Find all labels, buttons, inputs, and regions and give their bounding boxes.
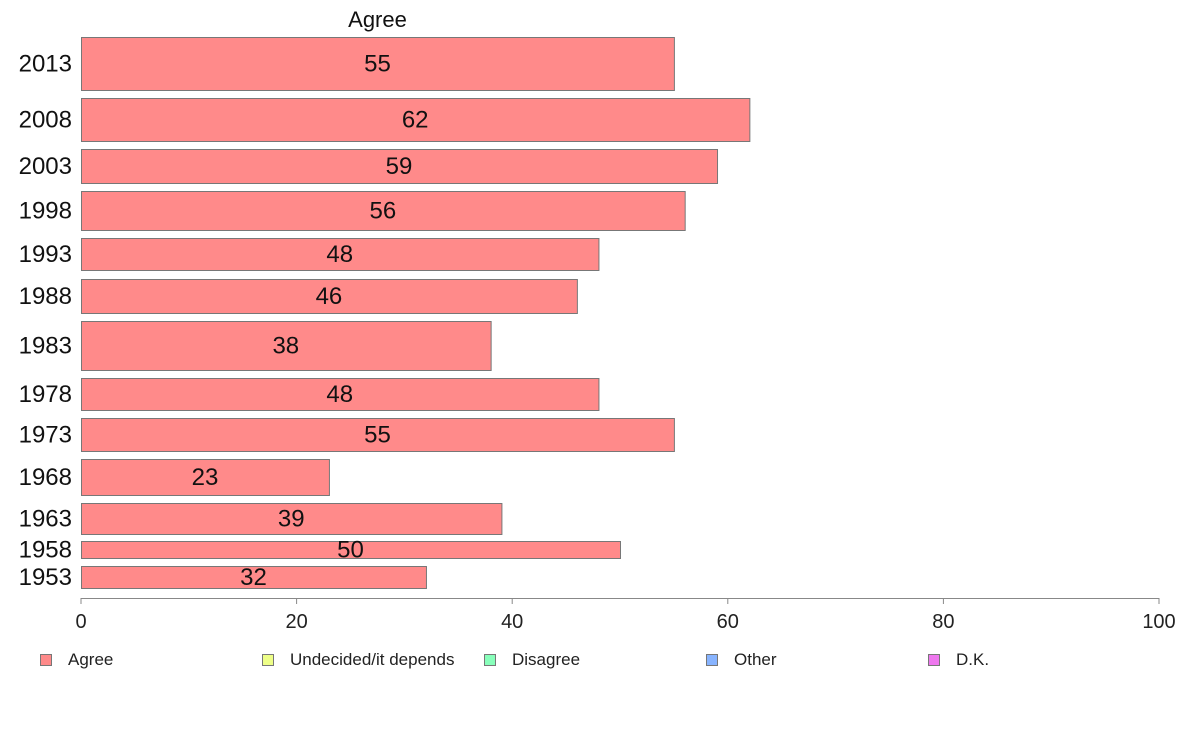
legend-item-undecided: Undecided/it depends bbox=[262, 650, 454, 670]
bar-chart: 55 2013 62 2008 59 2003 56 1998 48 1993 46 1988 38 19… bbox=[19, 37, 1176, 633]
chart-title: Agree bbox=[348, 7, 407, 32]
bar-2013 bbox=[81, 37, 675, 91]
data-label-1973: 55 bbox=[364, 422, 391, 449]
legend-label-agree: Agree bbox=[68, 650, 114, 669]
bar-1993 bbox=[81, 238, 600, 271]
data-label-1978: 48 bbox=[326, 381, 353, 408]
legend-label-dk: D.K. bbox=[956, 650, 990, 669]
category-label-1993: 1993 bbox=[19, 241, 72, 268]
data-label-1953: 32 bbox=[240, 564, 267, 591]
category-label-1963: 1963 bbox=[19, 506, 72, 533]
data-label-2008: 62 bbox=[402, 107, 429, 134]
bar-1968 bbox=[81, 459, 330, 496]
category-label-1953: 1953 bbox=[19, 564, 72, 591]
bar-1958 bbox=[81, 541, 621, 559]
bar-1988 bbox=[81, 279, 578, 314]
legend-item-agree: Agree bbox=[40, 650, 113, 670]
data-label-1983: 38 bbox=[272, 333, 299, 360]
category-label-1983: 1983 bbox=[19, 333, 72, 360]
legend-label-disagree: Disagree bbox=[512, 650, 581, 669]
data-label-1963: 39 bbox=[278, 506, 305, 533]
legend-swatch-undecided bbox=[262, 654, 274, 666]
legend-item-other: Other bbox=[706, 650, 777, 670]
x-tick-label-2: 40 bbox=[501, 611, 523, 633]
legend-item-disagree: Disagree bbox=[484, 650, 580, 670]
category-label-1998: 1998 bbox=[19, 198, 72, 225]
data-label-1968: 23 bbox=[192, 464, 219, 491]
data-label-2013: 55 bbox=[364, 51, 391, 78]
legend-swatch-other bbox=[706, 654, 718, 666]
legend-label-other: Other bbox=[734, 650, 777, 669]
bar-1953 bbox=[81, 566, 427, 589]
category-label-1973: 1973 bbox=[19, 422, 72, 449]
bar-1978 bbox=[81, 378, 600, 411]
x-tick-label-0: 0 bbox=[75, 611, 86, 633]
legend-label-undecided: Undecided/it depends bbox=[290, 650, 455, 669]
category-label-2003: 2003 bbox=[19, 153, 72, 180]
x-tick-label-1: 20 bbox=[285, 611, 307, 633]
bar-1998 bbox=[81, 191, 686, 231]
legend-swatch-disagree bbox=[484, 654, 496, 666]
data-label-2003: 59 bbox=[386, 153, 413, 180]
category-label-1968: 1968 bbox=[19, 464, 72, 491]
legend-swatch-dk bbox=[928, 654, 940, 666]
data-label-1988: 46 bbox=[316, 283, 343, 310]
category-label-1988: 1988 bbox=[19, 283, 72, 310]
category-label-1978: 1978 bbox=[19, 381, 72, 408]
data-label-1958: 50 bbox=[337, 537, 364, 564]
legend-item-dk: D.K. bbox=[928, 650, 989, 670]
category-label-2008: 2008 bbox=[19, 107, 72, 134]
legend-swatch-agree bbox=[40, 654, 52, 666]
legend: Agree Undecided/it depends Disagree Othe… bbox=[0, 650, 1188, 674]
category-label-1958: 1958 bbox=[19, 537, 72, 564]
bar-1963 bbox=[81, 503, 503, 535]
x-tick-label-5: 100 bbox=[1142, 611, 1175, 633]
bar-2003 bbox=[81, 149, 719, 184]
data-label-1993: 48 bbox=[326, 241, 353, 268]
category-label-2013: 2013 bbox=[19, 51, 72, 78]
x-tick-label-3: 60 bbox=[717, 611, 739, 633]
bar-1973 bbox=[81, 418, 675, 452]
bar-2008 bbox=[81, 98, 751, 142]
x-tick-label-4: 80 bbox=[932, 611, 954, 633]
data-label-1998: 56 bbox=[369, 198, 396, 225]
bar-1983 bbox=[81, 321, 492, 371]
